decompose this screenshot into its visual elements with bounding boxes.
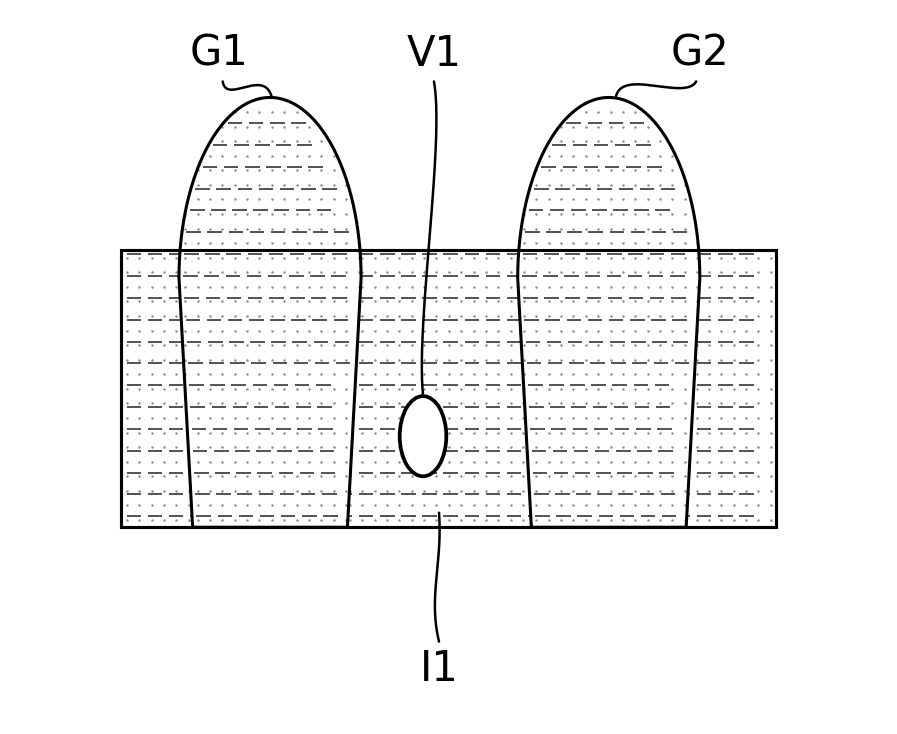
Ellipse shape: [400, 396, 447, 476]
Text: G1: G1: [189, 33, 248, 75]
Text: G2: G2: [670, 33, 729, 75]
Bar: [121, 250, 776, 527]
Text: I1: I1: [420, 648, 458, 690]
Bar: [121, 250, 776, 527]
Polygon shape: [518, 98, 700, 527]
Polygon shape: [179, 98, 361, 527]
Text: V1: V1: [406, 33, 461, 75]
